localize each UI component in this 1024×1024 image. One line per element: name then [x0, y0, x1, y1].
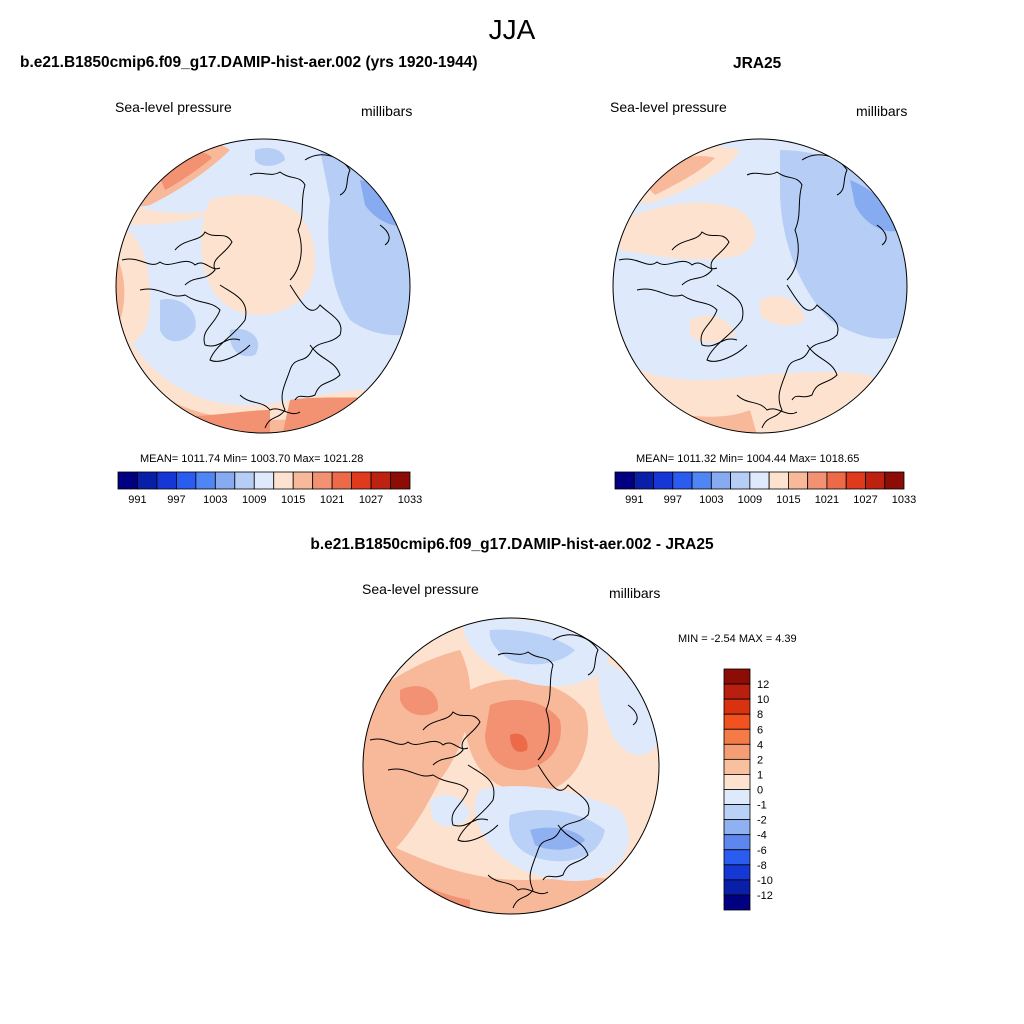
colorbar-tick-label: 991: [625, 494, 643, 506]
colorbar-swatch: [723, 834, 751, 851]
colorbar-tick-label: 0: [757, 785, 763, 797]
panel-title-model: b.e21.B1850cmip6.f09_g17.DAMIP-hist-aer.…: [20, 54, 478, 71]
colorbar-swatch: [195, 471, 216, 490]
units-label-model: millibars: [361, 103, 413, 119]
colorbar-swatch: [137, 471, 158, 490]
colorbar-swatch: [865, 471, 886, 490]
colorbar-tick-label: 1033: [398, 494, 422, 506]
colorbar-swatch: [253, 471, 275, 490]
stats-model: MEAN= 1011.74 Min= 1003.70 Max= 1021.28: [140, 453, 364, 465]
colorbar-swatch: [730, 471, 751, 490]
colorbar-swatch: [826, 471, 847, 490]
colorbar-swatch: [273, 471, 294, 490]
colorbar-tick-label: 1015: [281, 494, 305, 506]
colorbar-swatch: [723, 713, 751, 730]
colorbar-swatch: [723, 864, 751, 881]
colorbar-swatch: [723, 879, 751, 896]
colorbar-swatch: [175, 471, 197, 490]
colorbar-tick-label: 1033: [892, 494, 916, 506]
colorbar-swatch: [723, 728, 751, 745]
colorbar-swatch: [723, 668, 751, 685]
map-diff: [362, 617, 660, 915]
colorbar-tick-label: 10: [757, 694, 769, 706]
colorbar-obs: 991 997 1003 1009 1015 1021 1027 1033: [614, 471, 916, 506]
colorbar-swatch: [723, 819, 751, 836]
colorbar-swatch: [351, 471, 372, 490]
colorbar-tick-label: 997: [167, 494, 185, 506]
colorbar-swatch: [331, 471, 352, 490]
colorbar-swatch: [723, 789, 751, 805]
colorbar-swatch: [633, 471, 654, 490]
colorbar-swatch: [723, 849, 751, 866]
colorbar-tick-label: 1003: [203, 494, 227, 506]
units-label-diff: millibars: [609, 585, 661, 601]
colorbar-swatch: [845, 471, 866, 490]
colorbar-swatch: [292, 471, 314, 490]
colorbar-tick-label: -8: [757, 860, 767, 872]
colorbar-model: 991 997 1003 1009 1015 1021 1027 1033: [117, 471, 422, 506]
colorbar-tick-label: -6: [757, 845, 767, 857]
stats-diff: MIN = -2.54 MAX = 4.39: [678, 633, 797, 645]
colorbar-tick-label: 6: [757, 724, 763, 736]
colorbar-tick-label: 1003: [699, 494, 723, 506]
colorbar-swatch: [390, 471, 411, 490]
colorbar-swatch: [710, 471, 731, 490]
colorbar-tick-label: 2: [757, 754, 763, 766]
colorbar-tick-label: 1027: [359, 494, 383, 506]
colorbar-swatch: [370, 471, 391, 490]
colorbar-tick-label: 1027: [853, 494, 877, 506]
colorbar-swatch: [672, 471, 693, 490]
colorbar-tick-label: -12: [757, 890, 773, 902]
colorbar-tick-label: -4: [757, 830, 767, 842]
colorbar-swatch: [768, 471, 789, 490]
colorbar-swatch: [788, 471, 809, 490]
colorbar-swatch: [214, 471, 236, 490]
colorbar-swatch: [723, 804, 751, 821]
colorbar-tick-label: 1015: [776, 494, 800, 506]
colorbar-swatch: [653, 471, 674, 490]
colorbar-swatch: [723, 758, 751, 775]
variable-label-diff: Sea-level pressure: [362, 581, 479, 597]
colorbar-tick-label: 1009: [242, 494, 266, 506]
colorbar-swatch: [691, 471, 712, 490]
colorbar-swatch: [156, 471, 177, 490]
colorbar-swatch: [614, 471, 635, 490]
colorbar-tick-label: 1009: [738, 494, 762, 506]
colorbar-swatch: [117, 471, 138, 490]
colorbar-swatch: [807, 471, 828, 490]
colorbar-tick-label: -2: [757, 815, 767, 827]
panel-title-obs: JRA25: [733, 55, 782, 72]
variable-label-model: Sea-level pressure: [115, 99, 232, 115]
colorbar-tick-label: 1021: [815, 494, 839, 506]
stats-obs: MEAN= 1011.32 Min= 1004.44 Max= 1018.65: [636, 453, 860, 465]
map-model: [115, 138, 411, 434]
colorbar-swatch: [723, 683, 751, 700]
colorbar-tick-label: 1021: [320, 494, 344, 506]
colorbar-tick-label: 8: [757, 709, 763, 721]
map-obs: [612, 138, 908, 434]
panel-title-diff: b.e21.B1850cmip6.f09_g17.DAMIP-hist-aer.…: [310, 536, 714, 553]
colorbar-tick-label: 4: [757, 739, 763, 751]
units-label-obs: millibars: [856, 103, 908, 119]
colorbar-swatch: [312, 471, 333, 490]
colorbar-tick-label: 1: [757, 769, 763, 781]
colorbar-swatch: [723, 894, 751, 911]
colorbar-swatch: [723, 698, 751, 715]
colorbar-tick-label: 997: [664, 494, 682, 506]
colorbar-swatch: [723, 774, 751, 790]
colorbar-tick-label: -1: [757, 800, 767, 812]
colorbar-tick-label: -10: [757, 875, 773, 887]
colorbar-swatch: [749, 471, 770, 490]
colorbar-tick-label: 12: [757, 679, 769, 691]
figure-title: JJA: [488, 14, 536, 45]
colorbar-tick-label: 991: [128, 494, 146, 506]
variable-label-obs: Sea-level pressure: [610, 99, 727, 115]
colorbar-swatch: [723, 743, 751, 760]
colorbar-swatch: [234, 471, 255, 490]
colorbar-swatch: [884, 471, 905, 490]
